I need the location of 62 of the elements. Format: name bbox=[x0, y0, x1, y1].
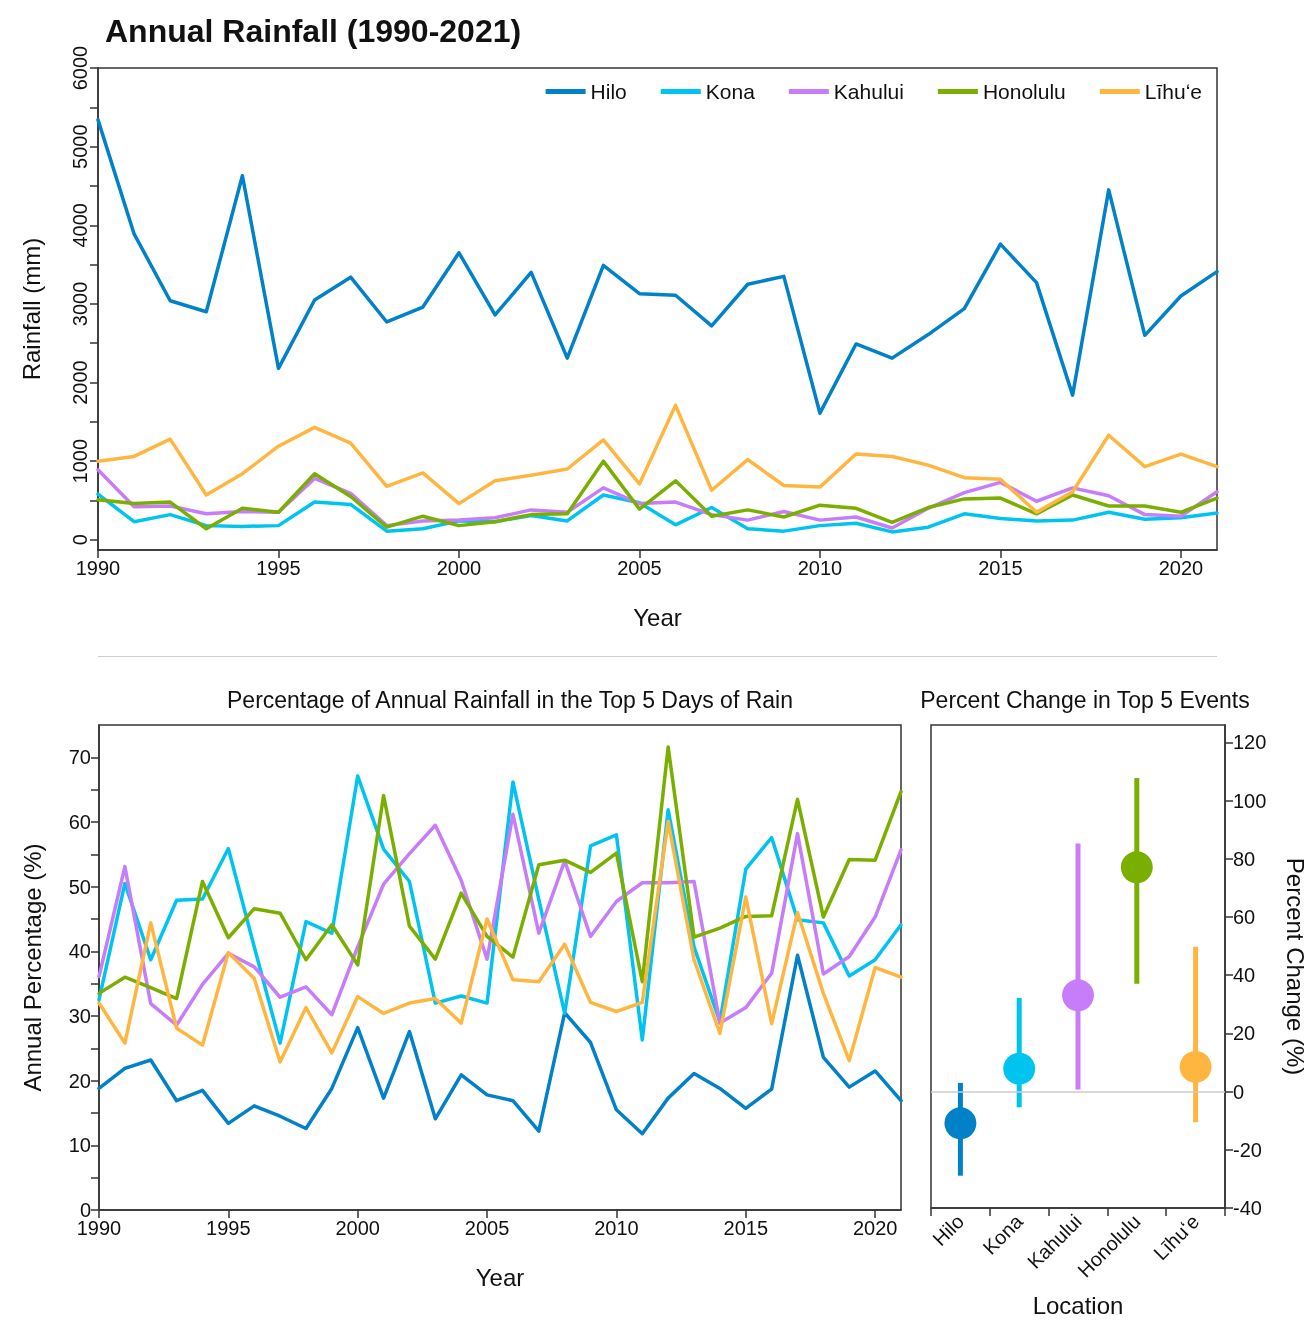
y-tick-label: 60 bbox=[68, 811, 91, 833]
y-tick-label: 80 bbox=[1233, 847, 1256, 870]
y-tick-label: -20 bbox=[1233, 1138, 1262, 1161]
y-tick-label: 5000 bbox=[69, 124, 91, 169]
line-series bbox=[97, 819, 903, 1064]
y-tick-label: 30 bbox=[68, 1005, 91, 1027]
y-tick-label: 20 bbox=[1233, 1022, 1256, 1045]
x-tick-label: 2015 bbox=[978, 557, 1023, 579]
y-axis-title: Percent Change (%) bbox=[1281, 857, 1309, 1076]
x-tick-label: 1995 bbox=[206, 1217, 251, 1239]
y-tick-label: 0 bbox=[69, 534, 91, 546]
x-axis-title: Year bbox=[633, 603, 682, 631]
legend-label: Kahului bbox=[833, 80, 904, 103]
y-tick-label: 0 bbox=[1233, 1080, 1245, 1103]
point bbox=[1062, 979, 1094, 1012]
x-tick-label: 2015 bbox=[723, 1217, 769, 1239]
point bbox=[1120, 851, 1153, 884]
x-tick-label: 2020 bbox=[852, 1217, 898, 1239]
x-tick-label: 2005 bbox=[464, 1217, 510, 1239]
chart-title: Percent Change in Top 5 Events bbox=[920, 686, 1250, 713]
y-tick-label: 4000 bbox=[69, 203, 91, 248]
x-tick-label: 2010 bbox=[594, 1217, 639, 1239]
y-tick-label: 1000 bbox=[69, 438, 91, 484]
legend-label: Honolulu bbox=[982, 80, 1066, 103]
y-tick-label: 20 bbox=[68, 1069, 91, 1092]
line-series bbox=[97, 812, 903, 1027]
x-tick-label: 2000 bbox=[436, 557, 482, 579]
chart-title: Annual Rainfall (1990-2021) bbox=[105, 13, 522, 49]
x-tick-label: 1990 bbox=[75, 557, 121, 579]
y-tick-label: 100 bbox=[1233, 789, 1267, 812]
x-tick-label: 2005 bbox=[617, 557, 662, 579]
y-tick-label: 70 bbox=[68, 746, 91, 769]
x-tick-label: 2000 bbox=[335, 1217, 380, 1239]
line-series bbox=[97, 745, 903, 1001]
line-series bbox=[96, 403, 1219, 515]
y-tick-label: 3000 bbox=[69, 281, 91, 327]
x-tick-label: Hilo bbox=[928, 1210, 969, 1251]
point bbox=[1003, 1052, 1036, 1085]
point bbox=[1179, 1050, 1212, 1083]
y-tick-label: 40 bbox=[1233, 964, 1256, 987]
y-tick-label: 60 bbox=[1233, 906, 1256, 929]
x-axis-title: Location bbox=[1032, 1291, 1124, 1319]
x-tick-label: 2010 bbox=[797, 557, 843, 579]
y-tick-label: 10 bbox=[68, 1134, 91, 1157]
y-tick-label: 50 bbox=[68, 875, 91, 898]
y-axis-title: Annual Percentage (%) bbox=[18, 843, 46, 1092]
line-series bbox=[97, 953, 903, 1136]
y-tick-label: 2000 bbox=[69, 360, 91, 405]
legend-label: Līhuʻe bbox=[1144, 80, 1202, 103]
x-tick-label: 1995 bbox=[256, 557, 301, 579]
point bbox=[944, 1107, 977, 1140]
x-tick-label: 2020 bbox=[1158, 557, 1204, 579]
legend-label: Hilo bbox=[590, 80, 627, 103]
x-axis-title: Year bbox=[475, 1263, 525, 1291]
y-tick-label: 40 bbox=[68, 940, 91, 963]
chart-title: Percentage of Annual Rainfall in the Top 5 Days of Rain bbox=[227, 686, 793, 713]
y-tick-label: 6000 bbox=[69, 45, 91, 91]
y-tick-label: -40 bbox=[1233, 1197, 1262, 1219]
legend-label: Kona bbox=[705, 80, 756, 103]
y-axis-title: Rainfall (mm) bbox=[17, 237, 45, 381]
y-tick-label: 120 bbox=[1233, 731, 1267, 754]
line-series bbox=[96, 118, 1219, 415]
